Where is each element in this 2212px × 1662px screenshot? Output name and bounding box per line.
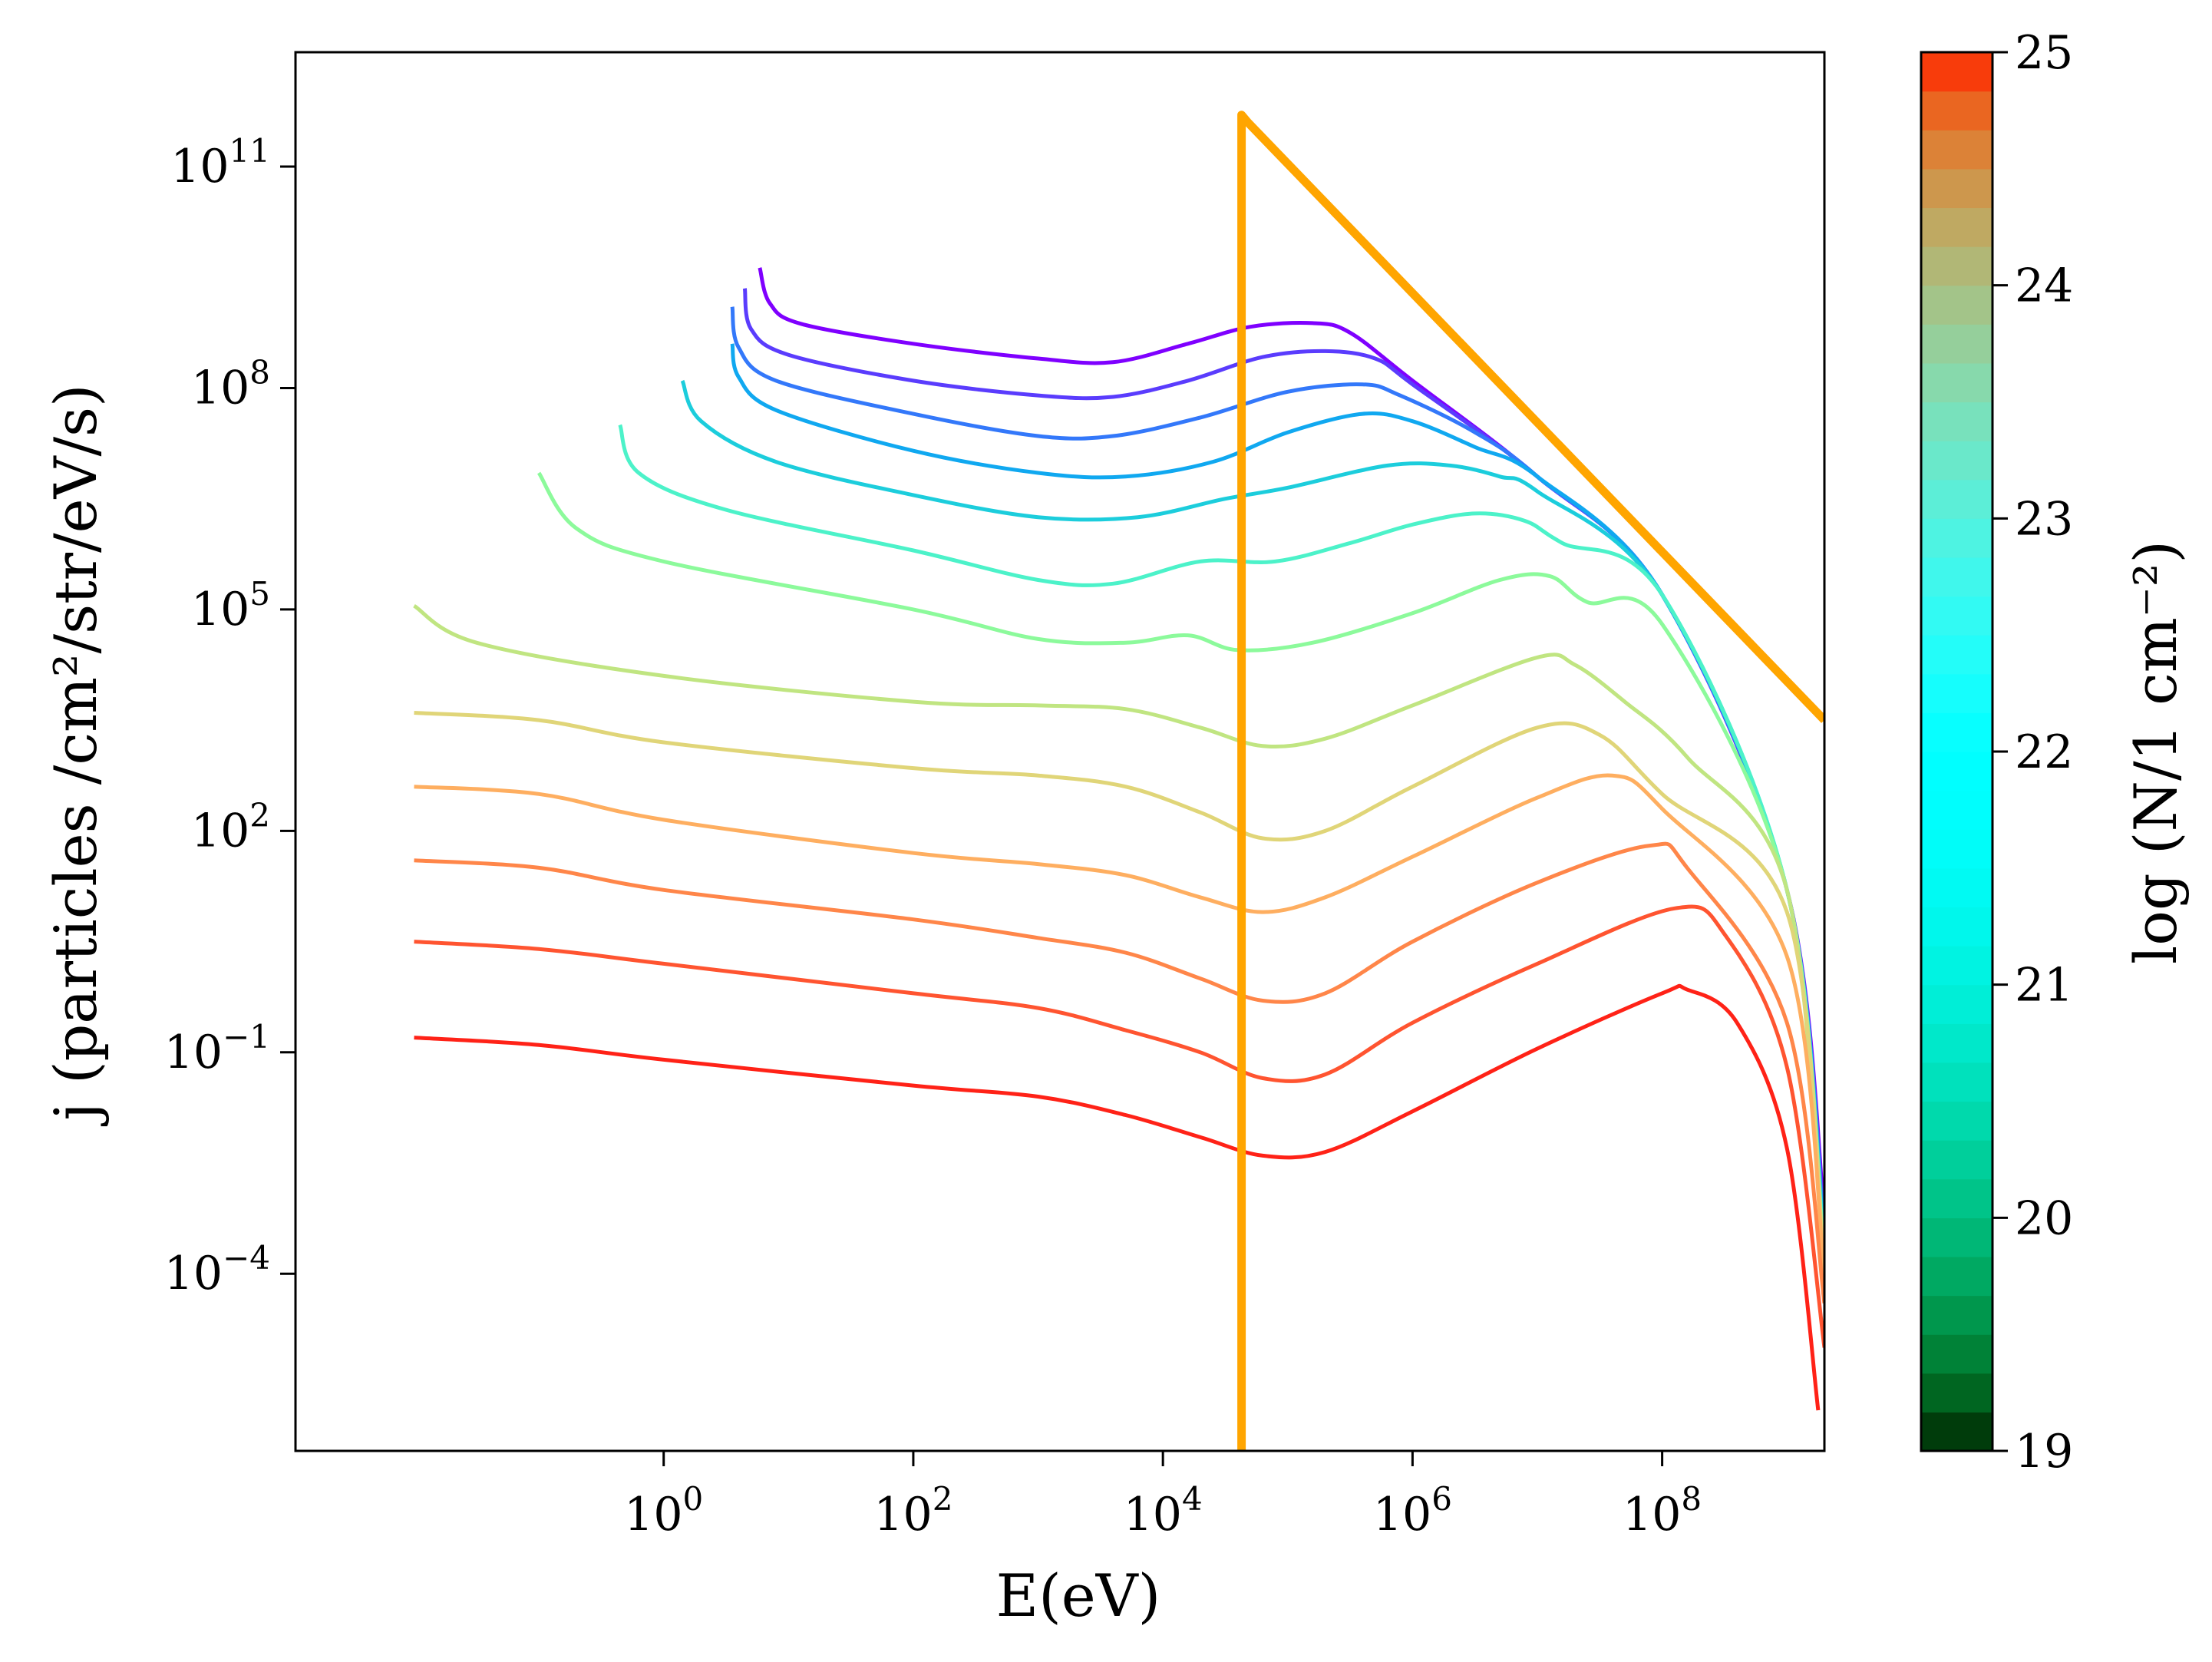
colorbar-band-17 xyxy=(1921,752,1992,791)
colorbar-tick-label-4: 23 xyxy=(2015,492,2073,546)
x-tick-label-0: 100 xyxy=(624,1480,703,1541)
y-tick-label-2: 102 xyxy=(191,796,270,857)
plot-frame xyxy=(294,51,1826,1452)
y-axis-ticks: 10−4 10−1 102 105 108 1011 xyxy=(164,132,295,1300)
colorbar-tick-label-1: 20 xyxy=(2015,1191,2073,1245)
x-tick-label-2: 104 xyxy=(1124,1480,1203,1541)
colorbar-band-20 xyxy=(1921,635,1992,675)
y-tick-label-4: 108 xyxy=(191,353,270,415)
colorbar-band-2 xyxy=(1921,1334,1992,1374)
series-line-8 xyxy=(414,711,1824,1270)
colorbar-band-27 xyxy=(1921,362,1992,403)
colorbar-band-35 xyxy=(1921,52,1992,92)
colorbar-band-11 xyxy=(1921,984,1992,1024)
colorbar-band-23 xyxy=(1921,518,1992,558)
y-tick-label-1: 10−1 xyxy=(164,1018,270,1079)
series-line-11 xyxy=(414,904,1824,1348)
series-line-5 xyxy=(618,424,1824,1260)
y-tick-label-3: 105 xyxy=(191,575,270,636)
colorbar-band-31 xyxy=(1921,207,1992,247)
colorbar-band-13 xyxy=(1921,907,1992,947)
colorbar-band-0 xyxy=(1921,1412,1992,1452)
colorbar-band-10 xyxy=(1921,1023,1992,1063)
y-tick-label-0: 10−4 xyxy=(164,1239,270,1300)
colorbar-ticks: 19 20 21 22 23 24 25 xyxy=(1992,26,2073,1479)
colorbar-tick-label-2: 21 xyxy=(2015,959,2073,1013)
colorbar-band-24 xyxy=(1921,479,1992,519)
colorbar-band-26 xyxy=(1921,401,1992,441)
colorbar-band-3 xyxy=(1921,1295,1992,1335)
source-spectrum-line xyxy=(1237,111,1824,1451)
source-layer xyxy=(1237,111,1824,1451)
colorbar-band-14 xyxy=(1921,867,1992,908)
colorbar-tick-label-3: 22 xyxy=(2015,725,2073,779)
colorbar-band-15 xyxy=(1921,829,1992,869)
series-line-12 xyxy=(414,983,1821,1411)
colorbar-tick-label-5: 24 xyxy=(2015,259,2073,313)
colorbar-band-21 xyxy=(1921,596,1992,636)
x-tick-label-1: 102 xyxy=(873,1480,952,1541)
colorbar-band-16 xyxy=(1921,790,1992,830)
plot-background xyxy=(295,52,1824,1451)
colorbar-band-4 xyxy=(1921,1256,1992,1297)
colorbar-band-29 xyxy=(1921,285,1992,325)
series-line-7 xyxy=(413,603,1824,1274)
x-axis-label: E(eV) xyxy=(996,1561,1161,1630)
colorbar-band-18 xyxy=(1921,712,1992,752)
colorbar-band-28 xyxy=(1921,324,1992,364)
colorbar-band-25 xyxy=(1921,441,1992,481)
x-tick-label-3: 106 xyxy=(1373,1480,1452,1541)
series-layer xyxy=(413,267,1824,1411)
series-line-6 xyxy=(536,471,1824,1267)
colorbar-band-8 xyxy=(1921,1101,1992,1141)
colorbar-band-22 xyxy=(1921,557,1992,597)
colorbar-tick-label-0: 19 xyxy=(2015,1425,2073,1479)
colorbar-band-7 xyxy=(1921,1140,1992,1180)
x-tick-label-4: 108 xyxy=(1623,1480,1702,1541)
colorbar-tick-label-6: 25 xyxy=(2015,26,2073,80)
colorbar-band-5 xyxy=(1921,1218,1992,1257)
colorbar-band-34 xyxy=(1921,91,1992,131)
plot-area xyxy=(294,51,1826,1452)
colorbar: 19 20 21 22 23 24 25 log (N/1 cm⁻²) xyxy=(1920,26,2190,1479)
colorbar-band-1 xyxy=(1921,1373,1992,1413)
colorbar-band-33 xyxy=(1921,130,1992,170)
colorbar-bands xyxy=(1921,52,1992,1452)
colorbar-label: log (N/1 cm⁻²) xyxy=(2121,540,2190,964)
colorbar-band-12 xyxy=(1921,946,1992,986)
y-axis-label: j (particles /cm²/str/eV/s) xyxy=(41,384,110,1126)
colorbar-band-30 xyxy=(1921,246,1992,286)
y-tick-label-5: 1011 xyxy=(170,132,270,193)
colorbar-band-6 xyxy=(1921,1178,1992,1218)
colorbar-band-32 xyxy=(1921,168,1992,209)
series-line-9 xyxy=(414,773,1824,1278)
x-axis-ticks: 100 102 104 106 108 xyxy=(624,1451,1702,1541)
colorbar-band-19 xyxy=(1921,673,1992,713)
series-line-10 xyxy=(414,841,1824,1304)
colorbar-band-9 xyxy=(1921,1062,1992,1102)
